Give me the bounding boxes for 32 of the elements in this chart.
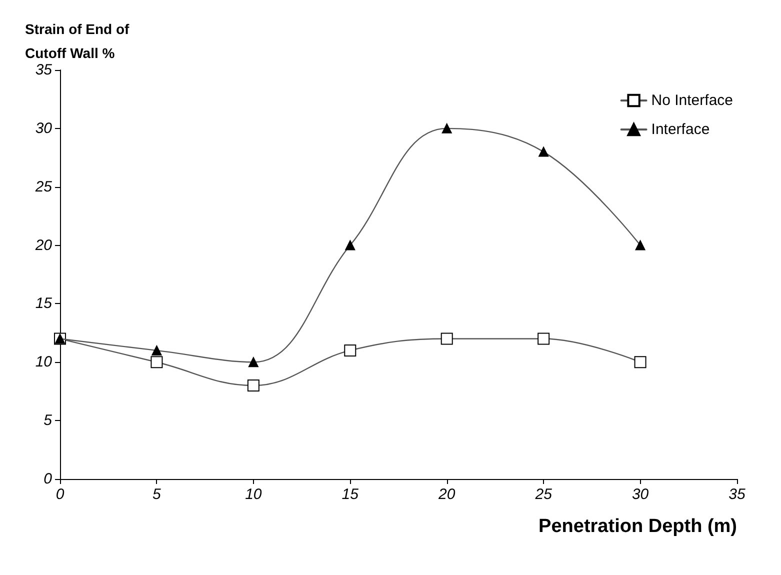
x-tick-label: 0 [56, 486, 65, 503]
y-tick-label: 0 [44, 470, 53, 488]
point [150, 356, 163, 368]
y-tick-label: 35 [35, 62, 53, 78]
point [635, 240, 646, 250]
point [344, 344, 356, 356]
x-tick-label: 15 [342, 486, 360, 503]
x-tick-label: 5 [152, 486, 162, 503]
point [538, 146, 549, 157]
x-tick-label: 20 [438, 486, 456, 503]
y-tick-label: 10 [35, 354, 53, 371]
point [345, 240, 356, 250]
legend-label: No Interface [651, 92, 734, 109]
point [152, 345, 162, 356]
x-tick-label: 10 [245, 486, 262, 503]
y-tick-label: 5 [44, 412, 53, 430]
point [634, 356, 646, 368]
x-tick-label: 30 [632, 486, 650, 503]
point [442, 123, 452, 134]
point [440, 332, 453, 345]
y-tick-label: 20 [34, 236, 53, 254]
x-axis-title: Penetration Depth (m) [538, 516, 737, 537]
y-tick-label: 25 [34, 178, 53, 196]
x-tick-label: 25 [534, 486, 553, 503]
x-tick-label: 35 [728, 486, 746, 503]
point [538, 332, 550, 345]
y-axis-title: Strain of End of Cutoff Wall % [25, 21, 134, 61]
y-tick-label: 30 [35, 120, 53, 137]
y-tick-label: 15 [35, 295, 53, 312]
legend-label: Interface [651, 121, 710, 138]
point [247, 380, 260, 392]
point [248, 357, 258, 368]
